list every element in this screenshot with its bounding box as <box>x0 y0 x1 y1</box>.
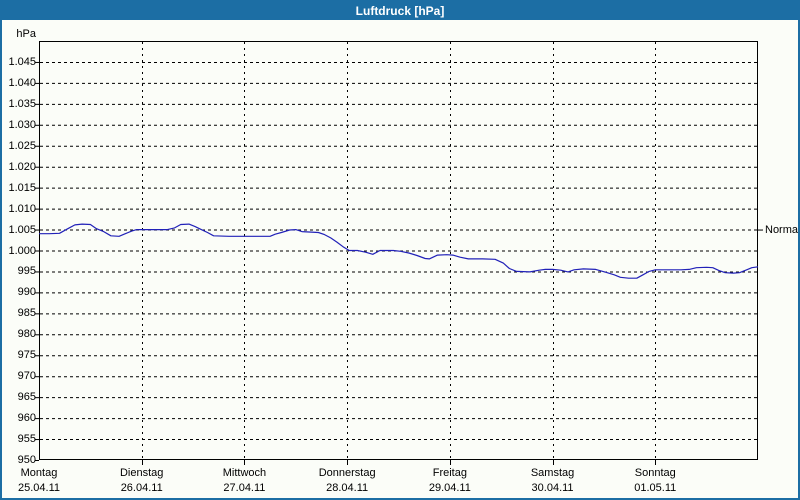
y-tick-label: 995 <box>17 265 36 278</box>
plot-frame <box>39 41 758 460</box>
y-tick-label: 1.010 <box>8 202 36 215</box>
y-tick-label: 1.005 <box>8 223 36 236</box>
x-day-name-label: Samstag <box>530 467 575 479</box>
y-tick-label: 960 <box>17 412 36 425</box>
x-day-date-label: 28.04.11 <box>326 482 369 494</box>
y-tick-label: 970 <box>17 370 36 383</box>
y-tick-label: 965 <box>17 391 36 404</box>
window-title: Luftdruck [hPa] <box>355 4 445 18</box>
y-tick-label: 1.015 <box>8 181 36 194</box>
y-tick-label: 950 <box>17 454 36 466</box>
x-day-date-label: 30.04.11 <box>531 482 574 494</box>
y-tick-label: 1.030 <box>8 118 36 131</box>
y-tick-label: 985 <box>17 307 36 320</box>
x-day-name-label: Sonntag <box>634 467 676 479</box>
x-day-name-label: Dienstag <box>119 467 164 479</box>
y-tick-label: 1.045 <box>8 55 36 68</box>
plot-area <box>35 41 763 465</box>
y-tick-label: 975 <box>17 349 36 362</box>
x-day-name-label: Donnerstag <box>318 467 376 479</box>
title-bar: Luftdruck [hPa] <box>2 2 798 20</box>
grid-lines <box>35 42 763 465</box>
y-tick-label: 1.035 <box>8 97 36 110</box>
x-day-name-label: Freitag <box>432 467 467 479</box>
y-tick-label: 990 <box>17 286 36 299</box>
x-day-date-label: 01.05.11 <box>634 482 677 494</box>
x-day-date-label: 29.04.11 <box>428 482 471 494</box>
pressure-line <box>39 223 759 279</box>
y-tick-label: 1.000 <box>8 244 36 257</box>
y-tick-label: 980 <box>17 328 36 341</box>
y-axis-unit-label: hPa <box>16 28 36 40</box>
y-tick-label: 955 <box>17 433 36 446</box>
x-day-date-label: 26.04.11 <box>120 482 163 494</box>
normal-pressure-annotation: Normal <box>765 223 800 236</box>
x-day-name-label: Montag <box>20 467 58 479</box>
y-tick-label: 1.025 <box>8 139 36 152</box>
y-tick-label: 1.040 <box>8 76 36 89</box>
x-day-name-label: Mittwoch <box>222 467 267 479</box>
x-day-date-label: 25.04.11 <box>17 482 60 494</box>
y-tick-label: 1.020 <box>8 160 36 173</box>
x-day-date-label: 27.04.11 <box>223 482 266 494</box>
